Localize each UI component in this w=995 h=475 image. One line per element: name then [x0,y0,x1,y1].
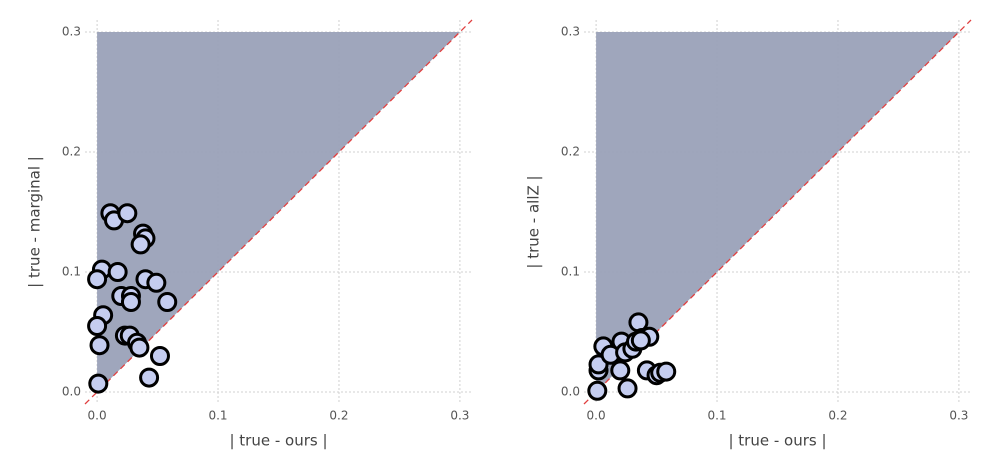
point [146,272,167,293]
y-tick-label: 0.2 [561,145,580,159]
y-tick-label: 0.1 [561,265,580,279]
x-tick-label: 0.3 [450,409,469,423]
point [129,337,150,358]
y-tick-label: 0.2 [62,145,81,159]
point [120,292,141,312]
point [87,269,108,290]
y-tick-label: 0.0 [62,385,81,399]
point [88,373,109,394]
y-axis-label: | true - marginal | [26,156,44,288]
point [130,234,151,255]
point [117,203,138,224]
panel: 0.0 0.1 0.2 0.3 0.0 0.1 0.2 0.3 | true - ours | |… [26,19,473,450]
point [630,330,651,351]
x-tick-label: 0.1 [707,409,726,423]
point [107,262,128,282]
x-tick-label: 0.1 [208,409,227,423]
x-tick-label: 0.0 [88,409,107,423]
point [87,316,108,336]
point [157,292,178,312]
x-tick-label: 0.2 [329,409,348,423]
point [587,380,608,401]
point [610,360,631,381]
point [149,346,170,366]
x-axis-label: | true - ours | [728,432,826,450]
point [89,335,110,356]
point [139,367,160,388]
y-tick-label: 0.3 [561,25,580,39]
point [617,378,638,399]
panel: 0.0 0.1 0.2 0.3 0.0 0.1 0.2 0.3 | true - ours | |… [525,19,972,450]
y-tick-label: 0.3 [62,25,81,39]
x-tick-label: 0.3 [949,409,968,423]
y-axis-label: | true - allZ | [525,175,543,268]
x-tick-label: 0.2 [828,409,847,423]
x-tick-label: 0.0 [587,409,606,423]
point [656,361,677,382]
x-axis-label: | true - ours | [229,432,327,450]
y-tick-label: 0.0 [561,385,580,399]
y-tick-label: 0.1 [62,265,81,279]
diagonal [84,19,473,405]
